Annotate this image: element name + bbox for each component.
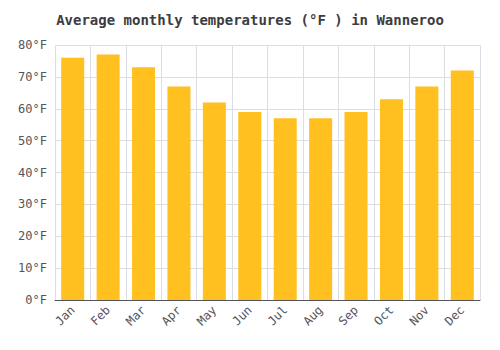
svg-text:Sep: Sep — [336, 303, 361, 328]
svg-text:20°F: 20°F — [18, 229, 47, 243]
svg-text:0°F: 0°F — [25, 293, 47, 307]
svg-text:Mar: Mar — [123, 303, 148, 328]
svg-text:30°F: 30°F — [18, 197, 47, 211]
svg-text:10°F: 10°F — [18, 261, 47, 275]
svg-text:Aug: Aug — [300, 303, 325, 328]
svg-text:Nov: Nov — [407, 303, 432, 328]
svg-text:Average monthly temperatures (: Average monthly temperatures (°F ) in Wa… — [56, 12, 444, 28]
svg-text:Dec: Dec — [442, 303, 467, 328]
svg-text:Apr: Apr — [159, 303, 184, 328]
svg-text:60°F: 60°F — [18, 102, 47, 116]
svg-text:80°F: 80°F — [18, 38, 47, 52]
svg-text:May: May — [194, 303, 219, 328]
svg-text:Oct: Oct — [371, 303, 396, 328]
svg-text:40°F: 40°F — [18, 166, 47, 180]
svg-text:50°F: 50°F — [18, 134, 47, 148]
svg-text:70°F: 70°F — [18, 70, 47, 84]
svg-text:Jun: Jun — [230, 303, 255, 328]
svg-text:Feb: Feb — [88, 303, 113, 328]
svg-text:Jan: Jan — [52, 303, 77, 328]
svg-text:Jul: Jul — [265, 303, 290, 328]
